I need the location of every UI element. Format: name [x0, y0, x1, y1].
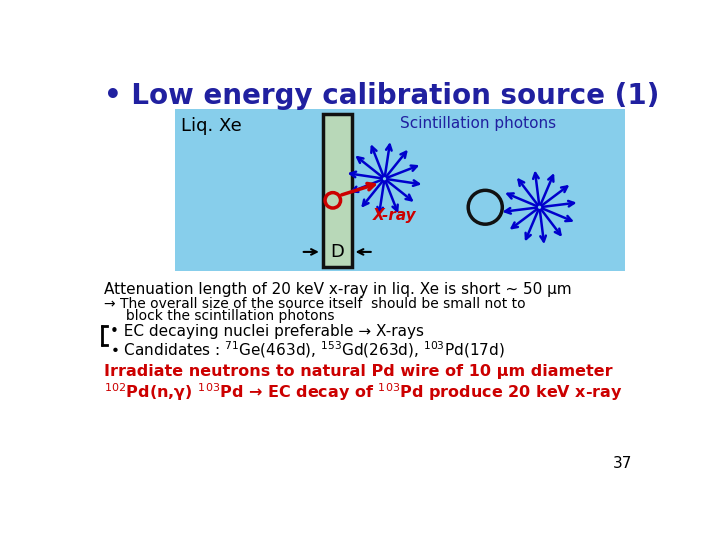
Text: Liq. Xe: Liq. Xe [181, 117, 242, 135]
Text: Attenuation length of 20 keV x-ray in liq. Xe is short ~ 50 μm: Attenuation length of 20 keV x-ray in li… [104, 282, 572, 297]
Text: → The overall size of the source itself  should be small not to: → The overall size of the source itself … [104, 298, 526, 312]
Bar [175, 110, 625, 271]
Text: X-ray: X-ray [373, 208, 416, 223]
Text: D: D [330, 243, 344, 261]
Bar [323, 114, 352, 267]
Text: Scintillation photons: Scintillation photons [400, 116, 556, 131]
Text: block the scintillation photons: block the scintillation photons [104, 309, 335, 323]
Text: • Low energy calibration source (1): • Low energy calibration source (1) [104, 82, 660, 110]
Text: Irradiate neutrons to natural Pd wire of 10 μm diameter: Irradiate neutrons to natural Pd wire of… [104, 364, 613, 379]
Text: • EC decaying nuclei preferable → X-rays: • EC decaying nuclei preferable → X-rays [110, 325, 424, 339]
Text: 37: 37 [613, 456, 632, 471]
Text: • Candidates : $^{71}$Ge(463d), $^{153}$Gd(263d), $^{103}$Pd(17d): • Candidates : $^{71}$Ge(463d), $^{153}$… [110, 340, 505, 360]
Text: $^{102}$Pd(n,γ) $^{103}$Pd → EC decay of $^{103}$Pd produce 20 keV x-ray: $^{102}$Pd(n,γ) $^{103}$Pd → EC decay of… [104, 381, 623, 403]
